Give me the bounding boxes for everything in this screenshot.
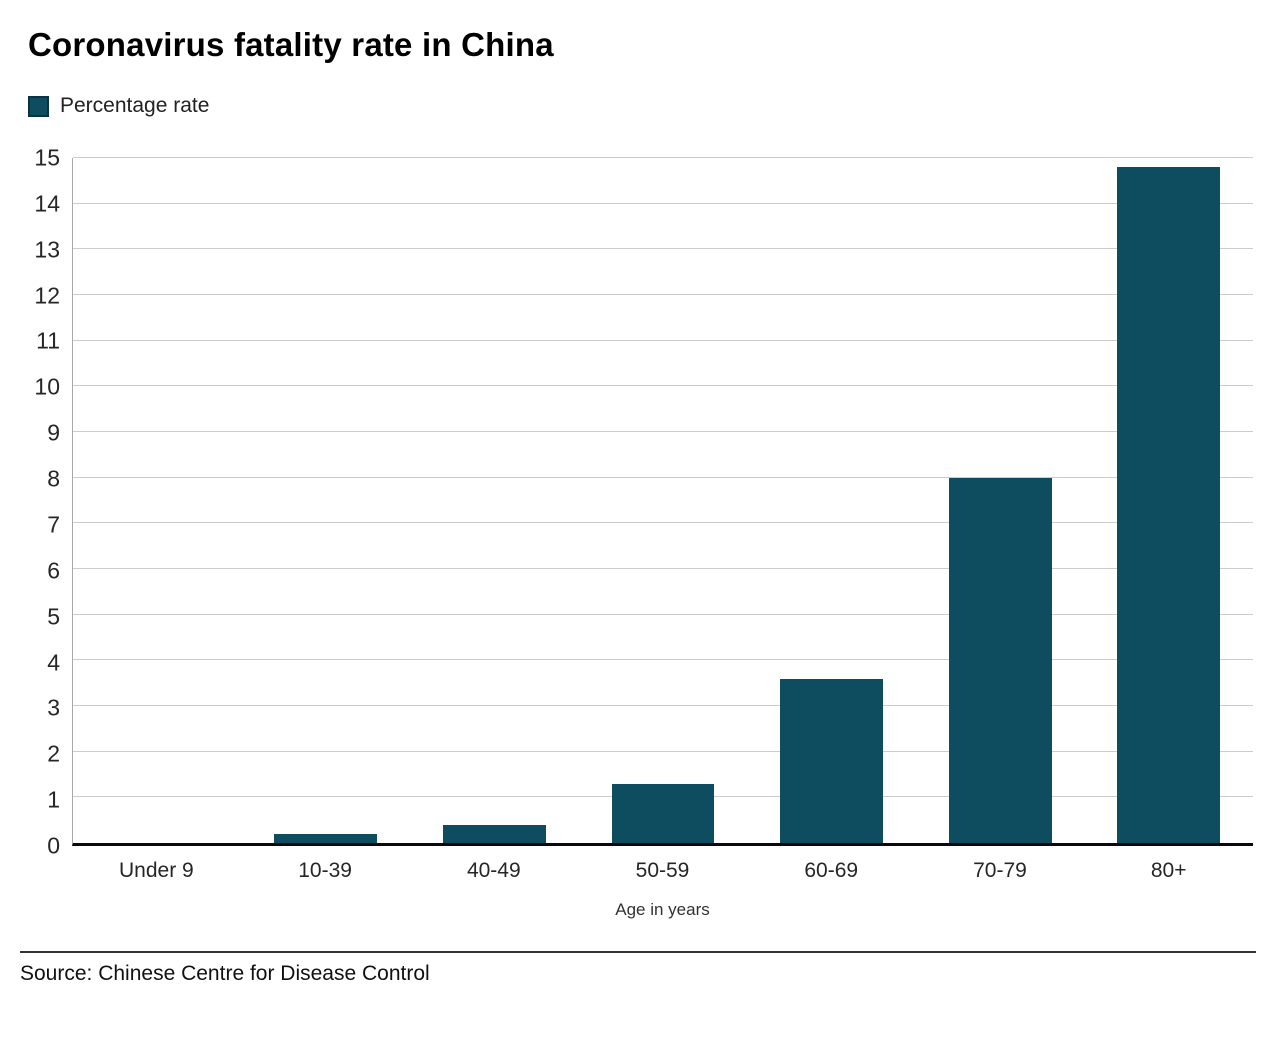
plot-column: Under 9 10-39 40-49 50-59 60-69 70-79 80+ Age … xyxy=(72,157,1253,920)
y-tick-label: 11 xyxy=(36,327,60,354)
y-tick-label: 4 xyxy=(47,649,60,676)
y-tick-label: 9 xyxy=(47,419,60,446)
bar-band xyxy=(410,158,579,843)
x-tick-label: Under 9 xyxy=(119,859,194,882)
bar-band xyxy=(747,158,916,843)
gridline xyxy=(73,522,1253,524)
x-tick-label: 70-79 xyxy=(973,859,1027,882)
footer-divider xyxy=(20,951,1256,953)
y-tick-label: 15 xyxy=(34,144,60,171)
x-tick-label: 40-49 xyxy=(466,859,521,882)
source-attribution: Source: Chinese Centre for Disease Contr… xyxy=(20,962,430,985)
bar xyxy=(443,824,546,843)
chart-title: Coronavirus fatality rate in China xyxy=(28,26,554,63)
gridline xyxy=(73,568,1253,569)
x-tick-label: 10-39 xyxy=(298,859,352,882)
gridline xyxy=(73,248,1253,250)
gridline xyxy=(73,339,1253,341)
y-tick-label: 1 xyxy=(47,786,60,813)
bar-band xyxy=(73,158,242,843)
y-tick-label: 8 xyxy=(47,465,60,492)
legend: Percentage rate xyxy=(28,94,1252,118)
gridline xyxy=(73,385,1253,387)
x-tick-label: 50-59 xyxy=(635,859,690,882)
y-tick-label: 3 xyxy=(47,694,60,721)
x-tick-label: 80+ xyxy=(1150,859,1187,882)
gridline xyxy=(73,613,1253,615)
legend-label: Percentage rate xyxy=(60,94,210,117)
gridline xyxy=(73,476,1253,478)
bar-band xyxy=(242,158,411,843)
y-tick-label: 12 xyxy=(34,282,60,309)
gridline xyxy=(73,157,1253,158)
gridline xyxy=(73,294,1253,295)
bar xyxy=(780,678,884,843)
bar-chart: 0 1 2 3 4 5 6 7 8 9 10 11 12 13 14 15 Under 9 10-39 40-49… xyxy=(28,146,1253,920)
y-tick-label: 10 xyxy=(34,373,60,400)
y-tick-label: 2 xyxy=(47,740,60,767)
gridline xyxy=(73,659,1253,661)
y-tick-label: 0 xyxy=(47,832,60,859)
y-tick-label: 14 xyxy=(34,190,60,217)
y-axis: 0 1 2 3 4 5 6 7 8 9 10 11 12 13 14 15 xyxy=(28,146,72,857)
gridline xyxy=(73,705,1253,706)
plot-area xyxy=(72,157,1253,846)
x-axis-labels: Under 9 10-39 40-49 50-59 60-69 70-79 80+ xyxy=(72,846,1253,883)
legend-swatch-icon xyxy=(28,95,49,117)
gridline xyxy=(73,431,1253,432)
bar xyxy=(1117,167,1221,843)
gridline xyxy=(73,202,1253,204)
y-tick-label: 7 xyxy=(47,511,60,538)
y-tick-label: 6 xyxy=(47,557,60,584)
bar-band xyxy=(916,158,1085,843)
x-tick-label: 60-69 xyxy=(804,859,859,882)
bar-band xyxy=(1084,158,1253,843)
y-tick-label: 13 xyxy=(34,236,60,263)
bars-layer xyxy=(73,158,1253,843)
bar-band xyxy=(579,158,748,843)
x-axis-title: Age in years xyxy=(615,900,710,919)
y-tick-label: 5 xyxy=(47,603,60,630)
bar xyxy=(948,477,1052,843)
bar xyxy=(274,833,378,843)
gridline xyxy=(73,750,1253,752)
bar xyxy=(611,783,715,843)
